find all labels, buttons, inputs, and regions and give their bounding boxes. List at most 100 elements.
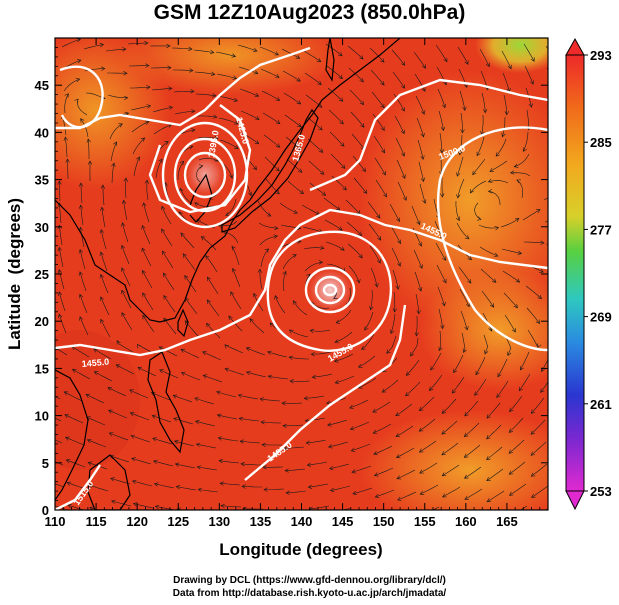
streamline-arrow [194, 397, 199, 402]
streamline [347, 243, 363, 259]
streamline-arrow [264, 248, 270, 253]
streamline-arrow [111, 499, 116, 504]
streamline-arrow [318, 148, 324, 153]
streamline-arrow [508, 428, 514, 433]
streamline-arrow [118, 123, 123, 128]
streamline-arrow [472, 170, 477, 176]
streamline-arrow [386, 349, 391, 354]
contour-line [55, 208, 548, 357]
streamline [389, 203, 400, 222]
coast-indochina [55, 369, 89, 501]
x-axis: 110 115 120 125 130 135 140 145 150 155 160 165 [45, 38, 541, 529]
streamline-arrow [195, 442, 201, 447]
streamline-arrow [333, 358, 339, 363]
contour-line [314, 275, 346, 305]
streamline [390, 313, 396, 334]
streamline-arrow [338, 51, 343, 57]
streamline [260, 248, 269, 268]
streamline [303, 247, 324, 250]
streamline [260, 398, 281, 402]
streamline-arrow [380, 126, 385, 132]
streamline [130, 412, 150, 421]
contour-line [183, 151, 227, 199]
streamline [173, 91, 194, 93]
streamline-arrow [168, 86, 173, 91]
streamline-arrow [285, 490, 290, 495]
streamline [353, 177, 368, 194]
colorbar-tick-label: 293 [590, 48, 612, 63]
streamline [435, 242, 447, 261]
streamline-arrow [530, 409, 536, 414]
streamline [308, 160, 325, 175]
streamline-arrow [275, 143, 281, 148]
streamline [509, 483, 527, 496]
streamline-arrow [57, 268, 63, 274]
streamline-arrow [522, 147, 527, 152]
streamline [502, 270, 520, 283]
streamline-arrow [273, 234, 279, 239]
x-tick-label: 135 [250, 514, 272, 529]
streamline-arrow [57, 246, 62, 252]
streamline [523, 241, 545, 244]
streamline-arrow [131, 479, 137, 485]
streamline-arrow [132, 502, 138, 507]
streamline-arrow [398, 518, 402, 522]
streamline [382, 379, 399, 393]
streamline-arrow [230, 291, 235, 296]
streamline-arrow [111, 162, 116, 167]
streamline-arrow [246, 370, 251, 376]
streamline [370, 267, 378, 288]
streamline [352, 487, 373, 495]
streamline [173, 69, 194, 71]
streamline [545, 243, 548, 245]
chart-title: GSM 12Z10Aug2023 (850.0hPa) [153, 1, 466, 24]
streamline [486, 402, 501, 419]
streamline-arrow [397, 496, 402, 501]
streamline-arrow [561, 218, 565, 222]
colorbar-body [565, 54, 585, 492]
streamline-arrow [420, 155, 425, 160]
streamline-arrow [153, 482, 159, 487]
streamline [395, 403, 413, 417]
streamline [180, 232, 195, 249]
streamline-arrow [377, 236, 382, 241]
streamline [197, 466, 218, 471]
streamline [514, 153, 530, 168]
streamline [457, 156, 464, 177]
streamline-arrow [396, 217, 400, 223]
streamline-arrow [486, 434, 491, 440]
streamline [197, 136, 218, 139]
streamline [194, 202, 215, 208]
x-tick-label: 155 [414, 514, 436, 529]
streamline-arrow [507, 64, 512, 70]
streamline-arrow [220, 503, 225, 509]
streamline [520, 351, 530, 371]
streamline [111, 500, 132, 507]
streamline [486, 446, 503, 460]
streamline-arrow [357, 231, 363, 237]
x-tick-label: 145 [332, 514, 354, 529]
streamline-arrow [233, 97, 238, 102]
streamline [85, 394, 105, 404]
streamline [419, 462, 438, 474]
streamline-arrow [463, 83, 468, 88]
streamline [107, 94, 128, 99]
streamline-arrow [416, 310, 421, 315]
contour-line [55, 46, 311, 130]
streamline-arrow [191, 128, 196, 133]
streamline-arrow [161, 205, 166, 211]
streamline [479, 246, 498, 257]
streamline [303, 50, 321, 63]
streamline-arrow [439, 149, 445, 154]
streamline [547, 90, 548, 91]
streamline [130, 105, 151, 111]
streamline-arrow [130, 434, 136, 439]
streamline-arrow [373, 451, 378, 456]
streamline [71, 346, 90, 358]
streamline [373, 423, 392, 434]
streamline-arrow [121, 312, 126, 317]
streamline-arrow [380, 58, 385, 63]
streamline [237, 44, 258, 52]
colorbar-bottom-arrow [565, 490, 585, 511]
streamline [334, 331, 353, 343]
